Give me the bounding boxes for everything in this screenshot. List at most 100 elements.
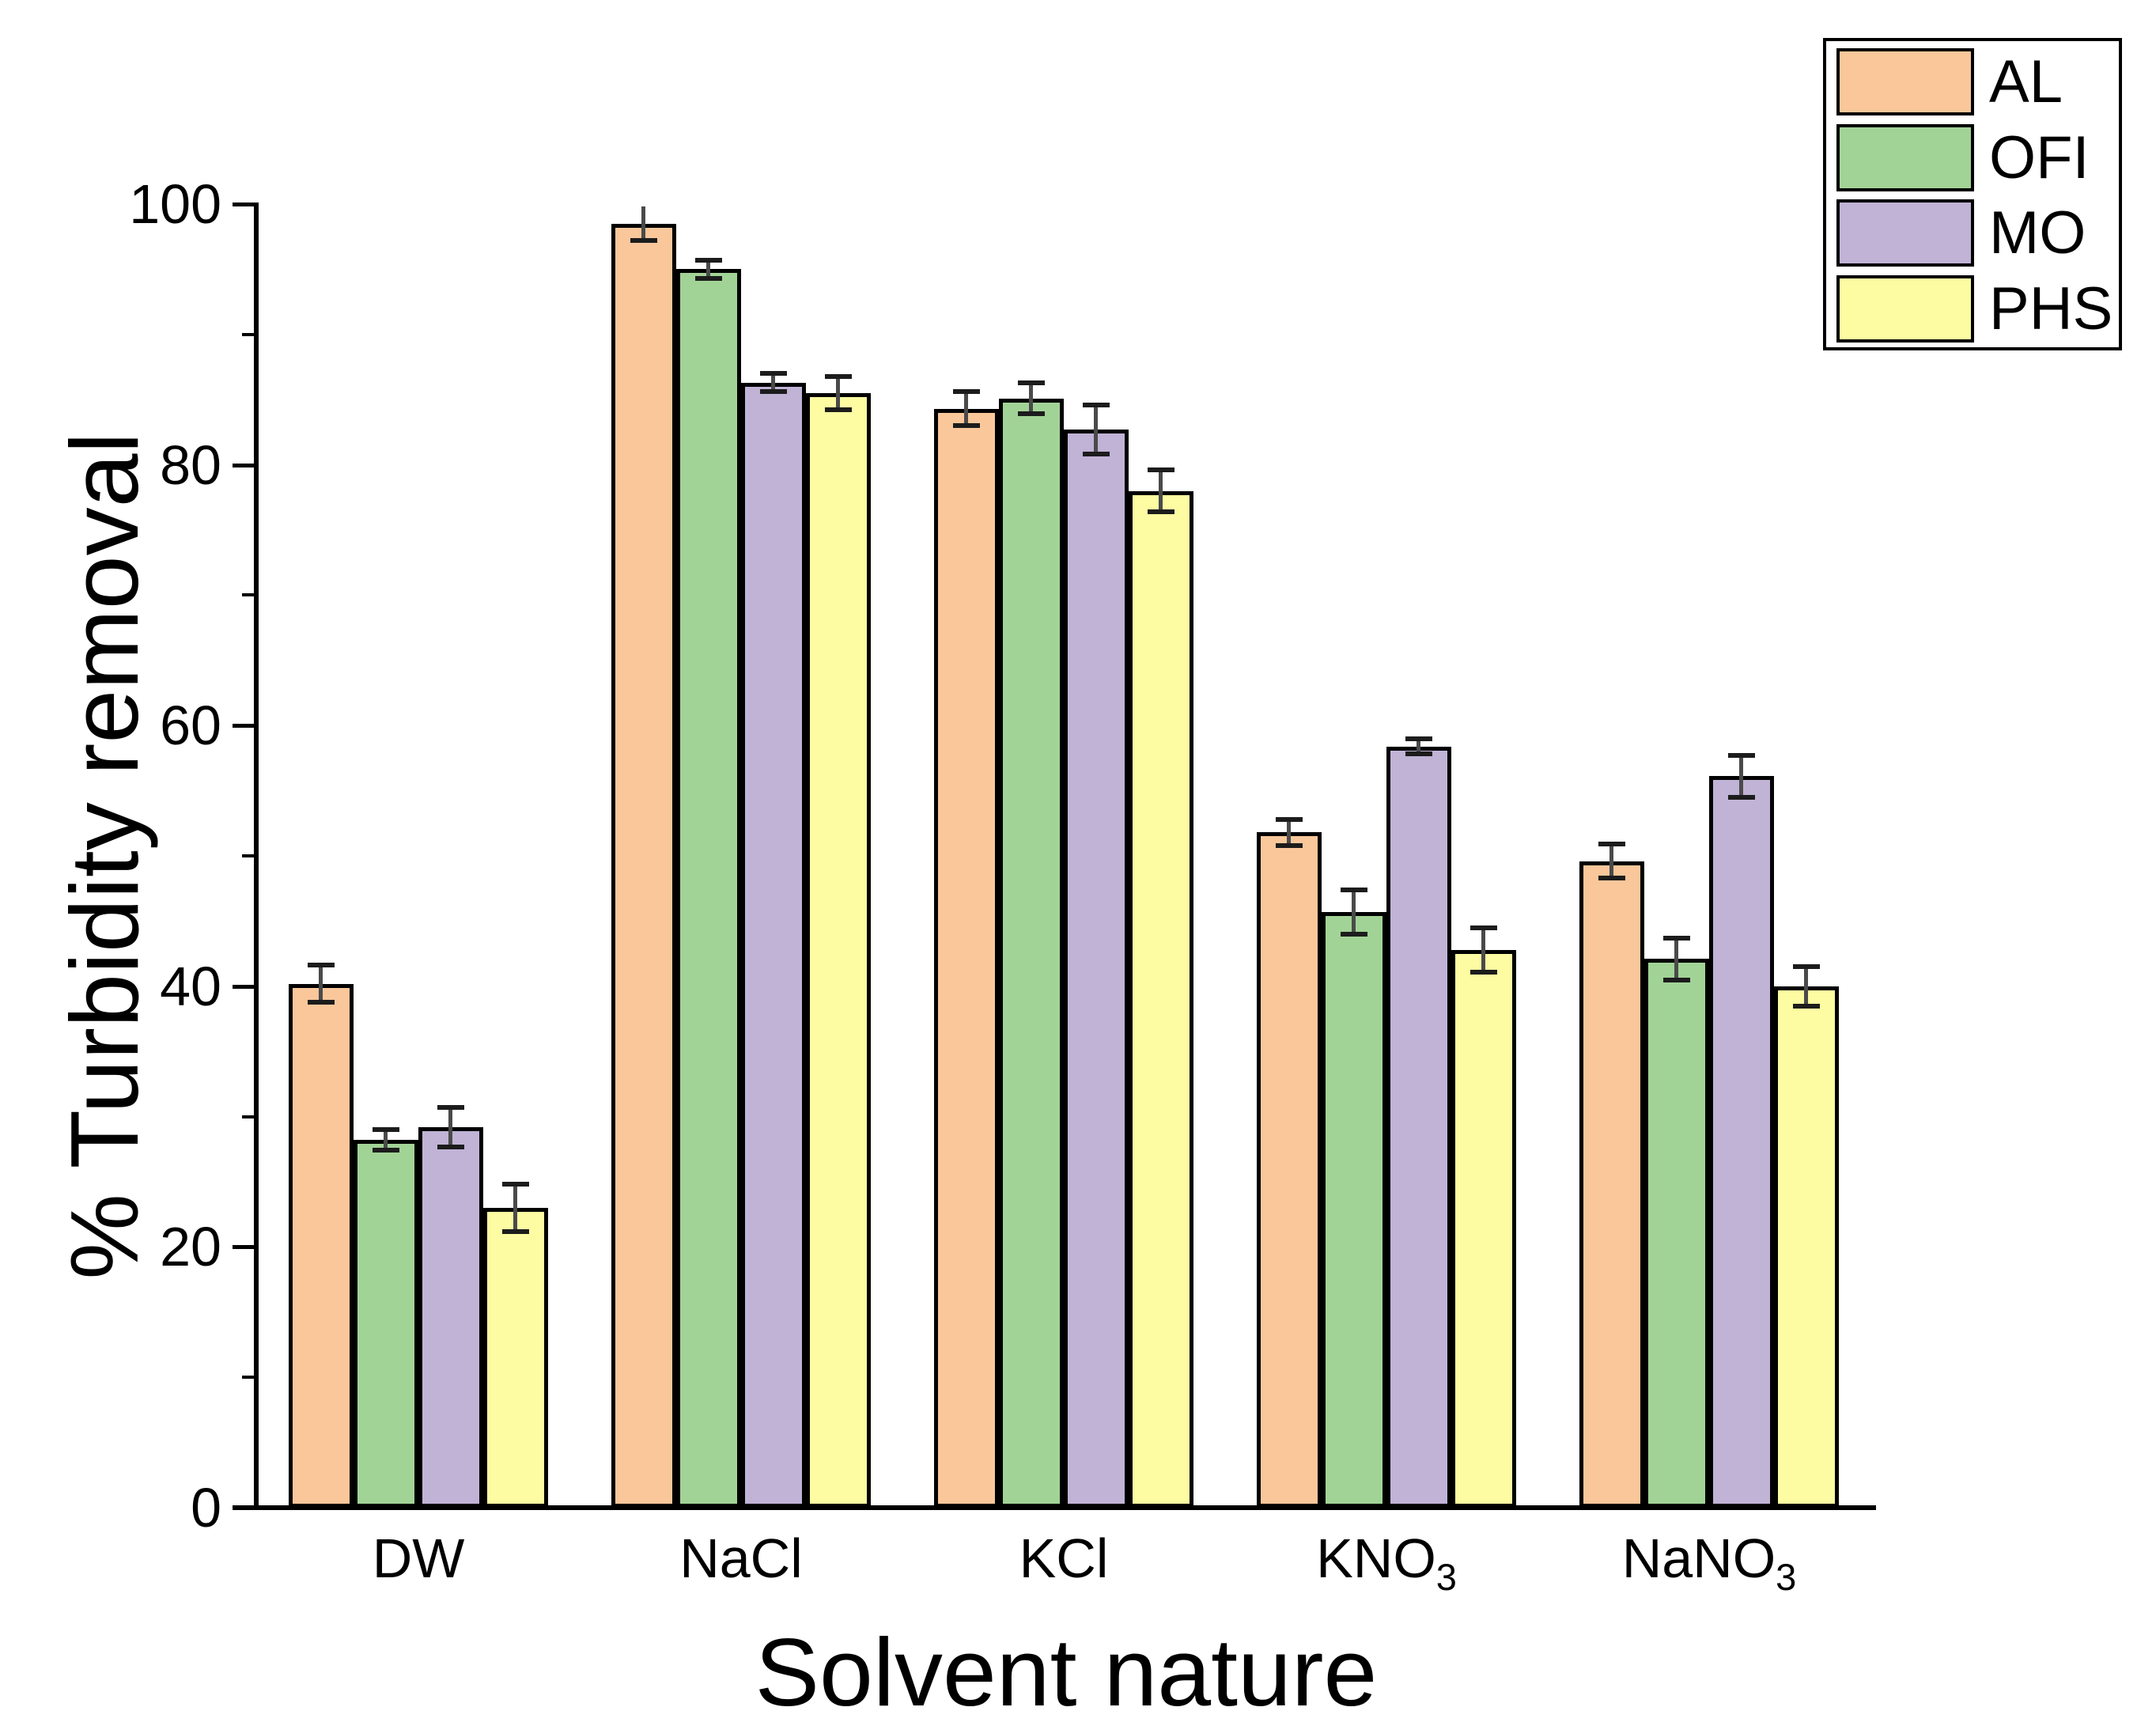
error-bar-line bbox=[1481, 927, 1485, 972]
bar-AL-KNO bbox=[1257, 832, 1322, 1508]
error-bar-bottom-cap bbox=[953, 423, 980, 429]
error-bar-line bbox=[771, 373, 775, 392]
error-bar-top-cap bbox=[373, 1127, 399, 1133]
y-minor-tick bbox=[242, 1376, 254, 1380]
x-tick-label-KNO: KNO3 bbox=[1228, 1527, 1545, 1598]
y-minor-tick bbox=[242, 1115, 254, 1118]
bar-OFI-KCl bbox=[999, 398, 1064, 1508]
bar-OFI-NaNO bbox=[1644, 959, 1709, 1508]
legend: AL OFI MO PHS bbox=[1823, 38, 2122, 350]
error-bar-bottom-cap bbox=[760, 389, 787, 395]
x-tick-label-subscript: 3 bbox=[1435, 1556, 1457, 1598]
error-bar-bottom-cap bbox=[1663, 977, 1690, 982]
x-tick-label-text: NaNO bbox=[1621, 1527, 1776, 1589]
y-minor-tick bbox=[242, 854, 254, 857]
error-bar-line bbox=[448, 1107, 452, 1147]
error-bar-line bbox=[1804, 967, 1808, 1006]
error-bar-line bbox=[1287, 819, 1291, 846]
error-bar-top-cap bbox=[953, 389, 980, 395]
error-bar-top-cap bbox=[1598, 842, 1625, 847]
bar-AL-KCl bbox=[934, 408, 999, 1508]
error-bar-top-cap bbox=[825, 373, 852, 379]
x-tick-label-text: KCl bbox=[1019, 1527, 1109, 1589]
y-minor-tick bbox=[242, 332, 254, 336]
x-tick-label-text: KNO bbox=[1316, 1527, 1436, 1589]
error-bar-bottom-cap bbox=[373, 1148, 399, 1153]
error-bar-line bbox=[1029, 382, 1033, 414]
x-axis-line bbox=[233, 1505, 1876, 1510]
error-bar-top-cap bbox=[1083, 402, 1110, 407]
legend-label-PHS: PHS bbox=[1989, 275, 2113, 343]
x-tick-label-text: NaCl bbox=[679, 1527, 803, 1589]
bar-PHS-DW bbox=[483, 1207, 548, 1508]
bar-OFI-KNO bbox=[1322, 911, 1386, 1508]
error-bar-line bbox=[1739, 755, 1743, 797]
error-bar-line bbox=[1352, 889, 1356, 934]
error-bar-bottom-cap bbox=[502, 1228, 529, 1234]
x-tick-label-NaCl: NaCl bbox=[583, 1527, 899, 1590]
error-bar-top-cap bbox=[1470, 925, 1497, 930]
error-bar-top-cap bbox=[502, 1182, 529, 1187]
x-tick-label-subscript: 3 bbox=[1776, 1556, 1797, 1598]
legend-label-OFI: OFI bbox=[1989, 124, 2090, 191]
bar-OFI-NaCl bbox=[676, 269, 741, 1508]
bar-AL-NaCl bbox=[611, 223, 676, 1508]
error-bar-line bbox=[1417, 738, 1420, 755]
error-bar-top-cap bbox=[1663, 935, 1690, 941]
error-bar-line bbox=[641, 206, 645, 241]
error-bar-bottom-cap bbox=[1728, 794, 1755, 800]
error-bar-line bbox=[836, 376, 840, 411]
error-bar-line bbox=[1609, 844, 1613, 878]
error-bar-top-cap bbox=[760, 371, 787, 377]
error-bar-top-cap bbox=[1341, 887, 1367, 892]
y-tick-label: 0 bbox=[191, 1477, 221, 1539]
bar-MO-KCl bbox=[1064, 430, 1129, 1508]
x-tick-label-DW: DW bbox=[260, 1527, 577, 1590]
y-major-tick bbox=[233, 463, 254, 467]
error-bar-top-cap bbox=[1276, 816, 1303, 822]
error-bar-bottom-cap bbox=[1793, 1003, 1820, 1009]
y-major-tick bbox=[233, 724, 254, 729]
bar-AL-NaNO bbox=[1579, 861, 1644, 1508]
bar-OFI-DW bbox=[354, 1140, 418, 1508]
error-bar-bottom-cap bbox=[1148, 509, 1174, 514]
legend-swatch-OFI bbox=[1836, 124, 1974, 191]
y-axis-line bbox=[254, 203, 259, 1510]
error-bar-bottom-cap bbox=[1018, 411, 1045, 417]
bar-PHS-NaNO bbox=[1774, 986, 1839, 1508]
error-bar-line bbox=[384, 1130, 388, 1151]
y-major-tick bbox=[233, 1506, 254, 1510]
x-tick-label-NaNO: NaNO3 bbox=[1551, 1527, 1867, 1598]
y-axis-title: % Turbidity removal bbox=[51, 432, 158, 1280]
error-bar-bottom-cap bbox=[695, 275, 722, 281]
x-axis-title: Solvent nature bbox=[755, 1618, 1378, 1726]
error-bar-line bbox=[1159, 470, 1163, 512]
error-bar-top-cap bbox=[308, 963, 335, 968]
y-tick-label: 80 bbox=[160, 433, 221, 496]
legend-label-AL: AL bbox=[1989, 48, 2063, 115]
y-tick-label: 20 bbox=[160, 1216, 221, 1278]
bar-PHS-NaCl bbox=[806, 392, 871, 1508]
error-bar-bottom-cap bbox=[1083, 452, 1110, 457]
error-bar-top-cap bbox=[1405, 736, 1432, 741]
error-bar-line bbox=[1094, 404, 1098, 455]
error-bar-line bbox=[964, 392, 968, 426]
y-major-tick bbox=[233, 1245, 254, 1250]
error-bar-bottom-cap bbox=[308, 999, 335, 1005]
error-bar-bottom-cap bbox=[1276, 842, 1303, 848]
bar-MO-DW bbox=[418, 1126, 483, 1508]
bar-PHS-KCl bbox=[1129, 490, 1193, 1508]
x-tick-label-text: DW bbox=[372, 1527, 465, 1589]
x-tick-label-KCl: KCl bbox=[906, 1527, 1222, 1590]
error-bar-bottom-cap bbox=[1341, 931, 1367, 937]
y-major-tick bbox=[233, 984, 254, 989]
y-tick-label: 60 bbox=[160, 695, 221, 757]
error-bar-top-cap bbox=[437, 1105, 464, 1111]
bar-PHS-KNO bbox=[1451, 949, 1516, 1508]
error-bar-top-cap bbox=[1148, 467, 1174, 473]
error-bar-top-cap bbox=[1793, 964, 1820, 970]
bar-AL-DW bbox=[289, 983, 354, 1508]
error-bar-top-cap bbox=[695, 257, 722, 263]
